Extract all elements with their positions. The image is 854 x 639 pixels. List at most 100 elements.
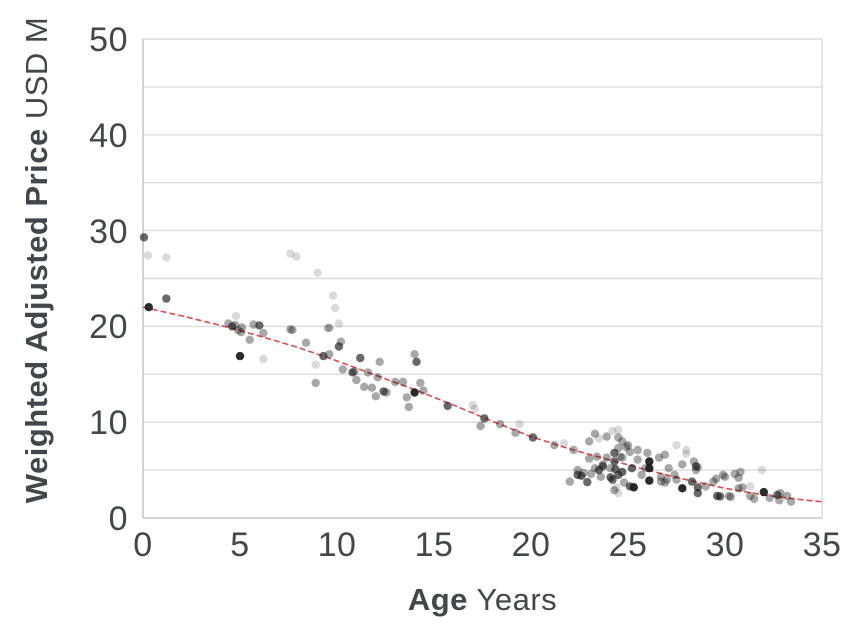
data-point: [654, 453, 664, 462]
data-point: [746, 482, 755, 491]
data-point: [618, 437, 627, 446]
data-point: [773, 490, 782, 500]
trend-line: [142, 306, 823, 503]
data-point: [738, 483, 747, 492]
data-point: [412, 357, 421, 366]
data-point: [416, 378, 425, 388]
x-tick-label: 25: [608, 526, 648, 564]
data-point: [643, 448, 652, 458]
data-point: [776, 488, 785, 498]
data-point: [480, 414, 489, 423]
data-point: [334, 319, 344, 328]
data-point: [598, 462, 607, 471]
data-point: [691, 462, 701, 471]
data-point: [586, 469, 596, 479]
x-tick-label: 30: [705, 526, 745, 564]
data-point: [592, 452, 602, 461]
data-point: [259, 328, 268, 338]
data-point: [352, 375, 361, 385]
data-point: [670, 470, 679, 480]
x-axis-title-label: Age: [407, 582, 468, 617]
data-point: [231, 320, 240, 330]
x-tick-label: 20: [511, 526, 551, 564]
data-point: [660, 450, 670, 459]
data-point: [590, 429, 600, 438]
data-point: [693, 488, 702, 498]
data-point: [618, 467, 627, 477]
data-point: [292, 252, 301, 261]
data-point: [606, 473, 615, 482]
data-point: [573, 465, 582, 475]
data-point: [633, 445, 642, 455]
data-point: [565, 477, 574, 486]
data-point: [637, 470, 646, 480]
data-point: [476, 421, 485, 431]
data-point: [715, 492, 725, 501]
y-tick-label: 10: [89, 404, 128, 443]
data-point: [410, 388, 419, 397]
data-point: [672, 475, 681, 484]
data-point: [237, 323, 247, 332]
data-point: [410, 350, 419, 359]
data-point: [319, 351, 328, 361]
data-point: [391, 377, 400, 387]
data-point: [614, 488, 623, 498]
data-point: [726, 492, 735, 502]
data-point: [144, 303, 153, 312]
data-point: [367, 383, 377, 392]
data-point: [664, 464, 673, 473]
data-point: [656, 477, 666, 486]
x-axis-title: Age Years: [143, 582, 822, 618]
y-tick-label: 50: [89, 21, 128, 59]
data-point: [718, 470, 728, 480]
data-point: [678, 460, 687, 469]
data-point: [419, 386, 428, 395]
y-tick-label: 30: [89, 212, 128, 251]
data-point: [610, 457, 619, 466]
data-point: [404, 402, 413, 412]
data-point: [162, 253, 171, 262]
data-point: [682, 445, 691, 455]
data-point: [678, 484, 687, 493]
x-tick-label: 35: [802, 526, 842, 564]
data-point: [734, 473, 743, 482]
data-point: [228, 322, 237, 331]
data-point: [618, 453, 627, 462]
data-point: [288, 326, 297, 335]
data-point: [627, 464, 637, 473]
data-point: [614, 443, 623, 453]
data-point: [313, 268, 322, 277]
data-point: [614, 425, 623, 435]
data-point: [382, 388, 391, 397]
data-point: [757, 465, 767, 475]
y-tick-label: 40: [89, 116, 128, 155]
data-point: [606, 464, 615, 473]
data-point: [616, 452, 625, 461]
data-point: [348, 368, 357, 377]
data-point: [363, 368, 373, 377]
data-point: [559, 439, 569, 448]
data-point: [259, 354, 268, 364]
data-point: [143, 251, 152, 260]
data-point: [602, 432, 611, 441]
y-axis-title: Weighted Adjusted Price USD M: [19, 17, 55, 503]
data-point: [645, 476, 654, 485]
data-point: [602, 453, 611, 462]
data-point: [162, 294, 171, 303]
data-point: [660, 478, 670, 487]
data-point: [759, 487, 768, 497]
data-point: [443, 401, 452, 411]
data-point: [338, 365, 347, 374]
data-point: [286, 249, 295, 258]
x-tick-label: 5: [230, 526, 250, 564]
data-point: [233, 326, 243, 335]
data-point: [687, 477, 697, 486]
data-point: [625, 447, 635, 457]
data-point: [645, 457, 654, 466]
data-point: [515, 419, 524, 429]
data-point: [236, 327, 246, 337]
data-point: [608, 426, 617, 435]
data-point: [596, 472, 605, 481]
data-point: [693, 483, 702, 492]
data-point: [286, 325, 295, 334]
